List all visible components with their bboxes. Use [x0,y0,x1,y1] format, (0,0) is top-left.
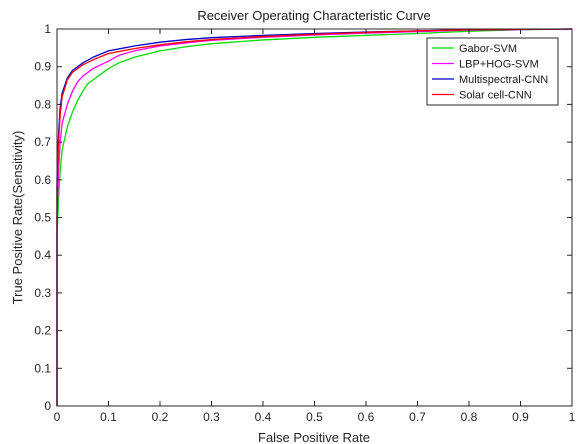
x-tick-label: 1 [569,410,576,424]
x-tick-label: 0.2 [152,410,169,424]
series-layer [56,28,573,406]
x-tick-label: 0 [54,410,61,424]
y-tick-label: 0.2 [34,324,51,338]
series-line-2 [56,28,573,406]
x-axis: 0 0.1 0.2 0.3 0.4 0.5 0.6 0.7 0.8 0.9 1 [54,29,576,424]
legend-label: Gabor-SVM [459,43,517,55]
y-tick-label: 0.4 [34,248,51,262]
legend-label: Multispectral-CNN [459,74,548,86]
legend-label: LBP+HOG-SVM [459,59,539,71]
y-tick-label: 0.7 [34,135,51,149]
y-tick-label: 0.8 [34,97,51,111]
y-tick-label: 0.6 [34,173,51,187]
x-axis-title: False Positive Rate [258,430,370,444]
legend: Gabor-SVM LBP+HOG-SVM Multispectral-CNN Sol… [426,37,559,106]
y-tick-label: 1 [44,22,51,36]
series-line-4 [56,28,573,406]
y-tick-label: 0.1 [34,361,51,375]
y-axis-title: True Positive Rate(Sensitivity) [10,131,25,305]
legend-label: Solar cell-CNN [459,90,532,102]
x-tick-label: 0.9 [512,410,529,424]
y-tick-label: 0.5 [34,211,51,225]
x-tick-label: 0.5 [306,410,323,424]
x-tick-label: 0.8 [461,410,478,424]
chart-title: Receiver Operating Characteristic Curve [197,8,430,23]
x-tick-label: 0.4 [255,410,272,424]
x-tick-label: 0.7 [409,410,426,424]
x-tick-label: 0.6 [358,410,375,424]
legend-box [426,37,559,106]
y-axis: 0 0.1 0.2 0.3 0.4 0.5 0.6 0.7 0.8 0.9 1 [34,22,572,413]
y-tick-label: 0.3 [34,286,51,300]
series-line-1 [56,28,573,406]
x-tick-label: 0.3 [203,410,220,424]
x-tick-label: 0.1 [100,410,117,424]
y-tick-label: 0 [44,399,51,413]
y-tick-label: 0.9 [34,60,51,74]
